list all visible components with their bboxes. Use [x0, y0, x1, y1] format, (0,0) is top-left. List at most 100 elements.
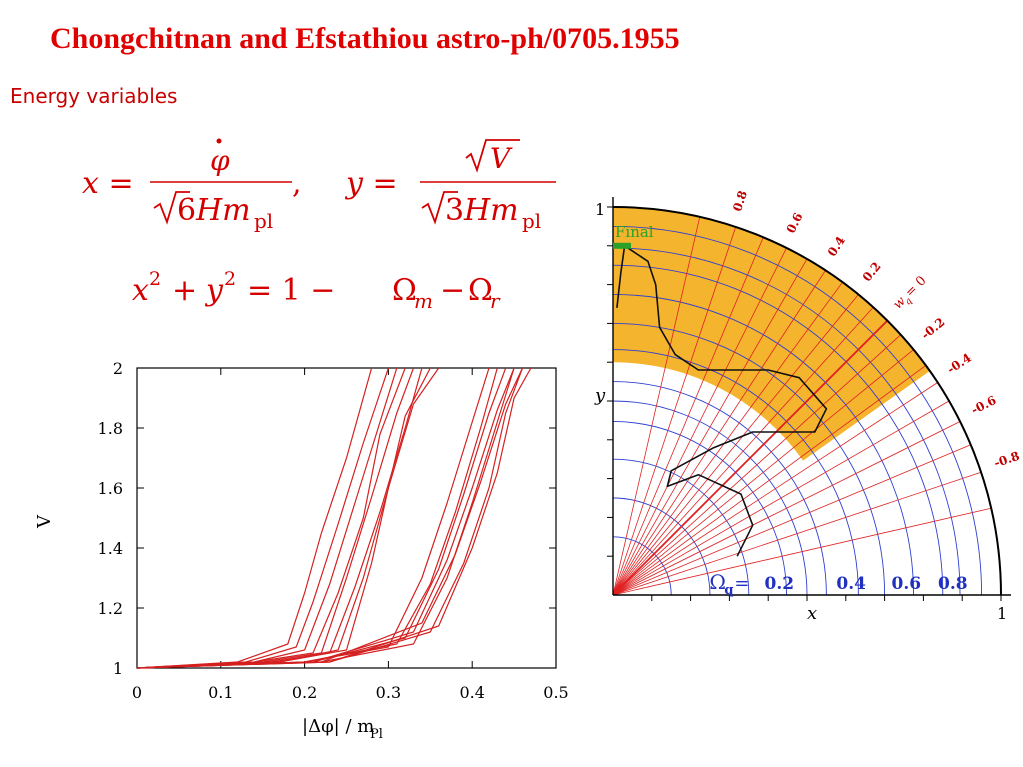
y-tick-label: 1.6	[98, 479, 123, 498]
w-line	[612, 294, 859, 596]
eq-comma: ,	[292, 166, 302, 201]
wq-label: 0.4	[825, 234, 848, 259]
omega-value-label: 0.4	[836, 574, 866, 594]
wq-label: -0.2	[919, 315, 948, 342]
eq-energy-y: y	[204, 273, 224, 308]
wq-zero-sub: q	[903, 296, 914, 307]
potential-vs-field-chart: 0 0.1 0.2 0.3 0.4 0.5 1 1.2 1.4 1.6 1.8 2 V |Δφ| / …	[0, 352, 590, 767]
eq-energy-x-exp: 2	[149, 268, 161, 290]
series-line	[136, 367, 524, 669]
eq-energy-omega-m: Ω	[392, 273, 417, 308]
eq-y-sqrt-sign	[421, 191, 458, 225]
eq-energy-minus: −	[440, 273, 465, 308]
diagram-axes	[607, 197, 1011, 601]
omega-label: Ω	[709, 570, 726, 594]
omega-value-label: 0.8	[938, 574, 968, 594]
eq-energy-omega-m-sub: m	[414, 289, 433, 313]
x-axis-label: |Δφ| / m	[302, 716, 374, 737]
eq-energy-plus: +	[172, 273, 197, 308]
series-line	[136, 367, 507, 669]
eq-x-den: Hm	[195, 193, 251, 228]
eq-x-dot	[216, 138, 222, 144]
omega-value-label: 0.6	[892, 574, 922, 594]
y-axis-label: V	[34, 514, 55, 529]
eq-energy-omega-r-sub: r	[490, 289, 501, 313]
eq-energy-omega-r: Ω	[468, 273, 493, 308]
w-line	[612, 334, 902, 596]
wq-label: -0.4	[945, 351, 974, 377]
y-tick-label: 2	[113, 359, 123, 378]
w-line	[612, 421, 961, 596]
w-line	[612, 270, 826, 596]
series-line	[136, 367, 498, 669]
series-line	[136, 367, 373, 669]
w-line	[612, 216, 701, 596]
wq-zero-label: wq= 0	[891, 273, 930, 312]
eq-y-den-sub: pl	[522, 209, 541, 233]
y-tick-label: 1.8	[98, 419, 123, 438]
x-tick-label: 0.3	[376, 683, 401, 702]
w-line	[612, 258, 808, 596]
tick-group: 0 0.1 0.2 0.3 0.4 0.5 1 1.2 1.4 1.6 1.8 2	[98, 359, 569, 702]
x-tick-label: 0.2	[292, 683, 317, 702]
eq-x-sqrt-sign	[153, 191, 190, 225]
omega-value-label: 0.2	[765, 574, 795, 594]
unit-circle	[612, 206, 1002, 596]
w-line	[612, 320, 888, 596]
eq-x-numerator: φ	[210, 144, 230, 177]
omega-sub-label: q	[724, 583, 733, 598]
eq-y-numerator: V	[490, 142, 513, 175]
x-axis-label-sub: Pl	[370, 727, 383, 742]
w-line	[612, 247, 787, 596]
omega-equals-label: =	[734, 573, 749, 594]
eq-y-den: Hm	[463, 193, 519, 228]
diagram-y-max-label: 1	[595, 200, 605, 219]
w-line	[612, 281, 843, 596]
eq-x-den-sub: pl	[254, 209, 273, 233]
w-line	[612, 349, 914, 596]
x-tick-label: 0.5	[543, 683, 568, 702]
eq-energy-eq: = 1 −	[247, 273, 335, 308]
section-label: Energy variables	[10, 84, 178, 108]
eq-energy-x: x	[132, 273, 149, 308]
line-group	[136, 367, 532, 669]
y-tick-label: 1.2	[98, 599, 123, 618]
final-marker	[613, 242, 631, 249]
eq-x-sqrt-arg: 6	[177, 193, 196, 228]
eq-y-lhs: y =	[344, 166, 398, 201]
slide-title: Chongchitnan and Efstathiou astro-ph/070…	[50, 22, 680, 55]
diagram-y-label: y	[594, 385, 606, 406]
eq-x-lhs: x =	[82, 166, 134, 201]
w-line	[612, 507, 992, 596]
eq-y-num-sqrt-sign	[465, 139, 520, 173]
series-line	[136, 367, 490, 669]
eq-y-sqrt-arg: 3	[445, 193, 464, 228]
plot-frame	[136, 367, 557, 669]
energy-variable-equations: x = φ 6 Hm pl , y = V 3 Hm pl x 2 + y 2 …	[82, 138, 556, 313]
w-line	[612, 444, 971, 596]
wq-label: -0.8	[992, 449, 1021, 470]
w-line	[612, 382, 938, 596]
x-tick-label: 0	[132, 683, 142, 702]
eq-energy-y-exp: 2	[224, 268, 236, 290]
wq-label: -0.6	[969, 393, 998, 417]
wq-label: 0.8	[730, 189, 750, 213]
y-tick-label: 1.4	[98, 539, 123, 558]
trajectory-path	[616, 245, 828, 557]
final-label: Final	[615, 223, 654, 241]
w-line	[612, 471, 982, 596]
trajectory	[613, 242, 828, 557]
w-line	[612, 400, 950, 596]
accelerating-band	[613, 207, 930, 461]
diagram-x-max-label: 1	[997, 604, 1007, 623]
series-line	[136, 367, 423, 669]
series-line	[136, 367, 532, 669]
y-tick-label: 1	[113, 659, 123, 678]
x-tick-label: 0.1	[208, 683, 233, 702]
w-line	[612, 365, 927, 596]
w-line	[612, 306, 874, 596]
wq-label: 0.6	[784, 211, 806, 236]
x-tick-label: 0.4	[459, 683, 484, 702]
accelerating-region	[613, 207, 930, 461]
